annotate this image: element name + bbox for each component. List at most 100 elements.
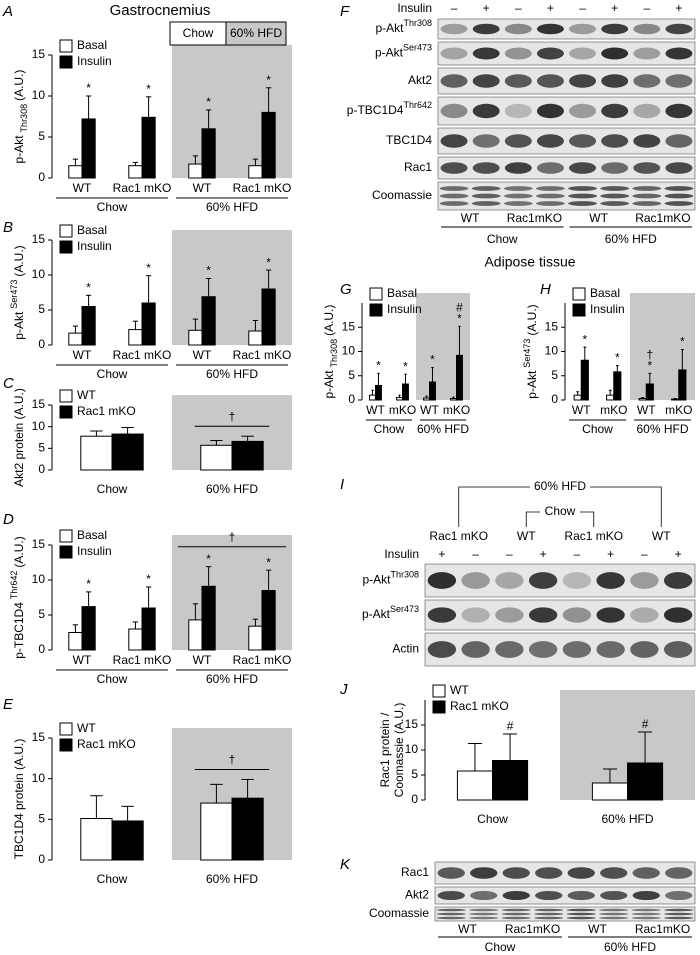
bracket-label: Chow xyxy=(545,504,576,518)
bar xyxy=(80,435,113,471)
blot-band xyxy=(596,641,625,658)
blot-band xyxy=(569,74,597,88)
bracket xyxy=(458,486,662,527)
bar xyxy=(81,118,96,179)
blot-band xyxy=(440,47,468,60)
blot-row-name: Rac1 xyxy=(401,865,429,879)
error-bar xyxy=(467,743,482,771)
error-bar xyxy=(404,373,407,384)
insulin-sign: + xyxy=(675,1,682,15)
blot-band xyxy=(664,201,694,206)
insulin-sign: – xyxy=(506,547,513,561)
y-axis-label: Rac1 protein / xyxy=(378,712,392,787)
y-tick-label: 5 xyxy=(348,368,355,382)
blot-band xyxy=(665,103,693,119)
bar xyxy=(261,111,276,179)
blot-band xyxy=(503,201,533,206)
blot-band xyxy=(504,103,532,119)
blot-band xyxy=(536,162,564,174)
blot-band xyxy=(472,162,500,174)
panel-label: G xyxy=(340,281,352,298)
y-axis-label-part: p-Akt xyxy=(12,135,26,164)
blot-band xyxy=(600,201,630,206)
bar xyxy=(450,398,457,401)
blot-band xyxy=(471,193,501,199)
error-bar xyxy=(90,430,103,437)
insulin-label: Insulin xyxy=(384,547,419,561)
blot-band xyxy=(472,103,500,119)
group-label: 60% HFD xyxy=(417,422,469,436)
significance-mark: * xyxy=(86,280,91,294)
legend-label: WT xyxy=(450,683,469,697)
x-tick-label: Chow xyxy=(477,812,508,826)
y-tick-label: 0 xyxy=(411,792,418,806)
group-label: 60% HFD xyxy=(206,672,258,686)
bar xyxy=(201,128,216,179)
blot-row-site: Thr308 xyxy=(390,570,419,580)
bar xyxy=(423,397,430,401)
significance-mark: # xyxy=(642,717,649,731)
blot-band xyxy=(664,193,694,199)
blot-band xyxy=(599,912,629,916)
y-axis-label: Akt2 protein (A.U.) xyxy=(12,388,26,487)
legend-label: Insulin xyxy=(77,239,112,253)
y-axis-label-part: (A.U.) xyxy=(525,304,539,335)
blot-band xyxy=(501,908,531,912)
blot-row-site: Thr308 xyxy=(403,18,432,28)
y-tick-label: 5 xyxy=(551,368,558,382)
y-axis-label: Coomassie (A.U.) xyxy=(392,703,406,798)
significance-mark: * xyxy=(457,311,462,325)
blot-band xyxy=(504,134,532,148)
x-tick-label: Chow xyxy=(97,872,128,886)
blot-row-label: p-TBC1D4Thr642 xyxy=(347,100,432,117)
legend-label: Rac1 mKO xyxy=(77,404,136,418)
blot-row-label: p-AktThr308 xyxy=(362,570,419,587)
y-tick-label: 15 xyxy=(32,232,46,246)
blot-band xyxy=(599,908,629,912)
error-bar xyxy=(648,372,652,384)
bar xyxy=(141,116,156,179)
legend-label: Basal xyxy=(77,528,107,542)
bar xyxy=(261,288,276,346)
significance-mark: * xyxy=(266,255,271,269)
bar xyxy=(68,332,83,346)
bar xyxy=(200,802,233,861)
blot-band xyxy=(535,867,563,879)
blot-row-name: Coomassie xyxy=(369,906,429,920)
error-bar xyxy=(252,618,259,627)
genotype-label: WT xyxy=(461,211,480,225)
legend-label: Rac1 mKO xyxy=(450,699,509,713)
y-tick-label: 5 xyxy=(38,441,45,455)
blot-band xyxy=(535,890,563,901)
bar xyxy=(456,770,493,801)
blot-band xyxy=(436,912,466,916)
error-bar xyxy=(132,161,139,166)
significance-mark: * xyxy=(266,73,271,87)
y-tick-label: 5 xyxy=(38,607,45,621)
blot-band xyxy=(461,641,490,658)
group-label: 60% HFD xyxy=(605,232,657,246)
error-bar xyxy=(608,389,612,396)
blot-band xyxy=(664,908,694,912)
blot-band xyxy=(472,74,500,88)
significance-mark: * xyxy=(206,264,211,278)
legend-label: Basal xyxy=(590,286,620,300)
y-axis-label: p-TBC1D4 Thr642 (A.U.) xyxy=(9,536,26,659)
y-axis-label-part: Ser473 xyxy=(522,339,532,368)
blot-band xyxy=(534,916,564,920)
blot-band xyxy=(501,916,531,920)
bar xyxy=(68,632,83,651)
blot-row-label: Rac1 xyxy=(404,160,432,174)
y-tick-label: 10 xyxy=(32,572,46,586)
y-tick-label: 10 xyxy=(32,771,46,785)
group-label: Chow xyxy=(487,232,518,246)
legend-label: Chow xyxy=(183,26,214,40)
bar xyxy=(591,782,629,801)
blot-band xyxy=(528,641,558,658)
blot-band xyxy=(436,916,466,920)
bar xyxy=(200,444,233,471)
group-label: Chow xyxy=(97,200,128,214)
figure-title: Gastrocnemius xyxy=(110,2,211,19)
blot-band xyxy=(536,134,564,148)
